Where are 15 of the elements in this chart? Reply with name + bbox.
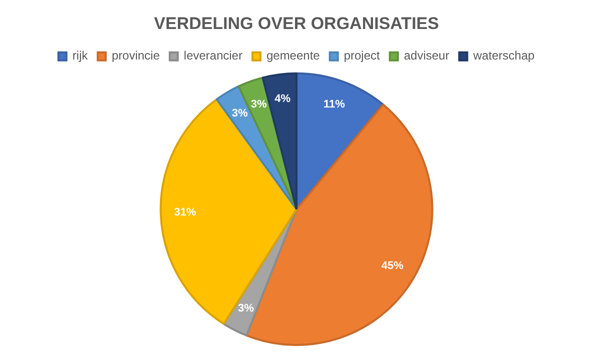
data-label: 3% — [250, 98, 267, 110]
legend-label: rijk — [72, 48, 89, 63]
legend-label: project — [344, 48, 381, 63]
data-label: 31% — [174, 206, 196, 219]
chart-title: VERDELING OVER ORGANISATIES — [154, 14, 439, 33]
legend-label: gemeente — [266, 48, 320, 63]
legend-label: waterschap — [472, 48, 535, 63]
data-label: 3% — [238, 302, 254, 314]
legend-label: provincie — [112, 48, 160, 63]
data-label: 45% — [381, 260, 404, 272]
data-label: 3% — [232, 107, 248, 120]
legend-label: adviseur — [404, 48, 450, 63]
data-label: 4% — [274, 92, 291, 105]
legend-label: leverancier — [184, 48, 242, 63]
data-label: 11% — [324, 98, 346, 110]
